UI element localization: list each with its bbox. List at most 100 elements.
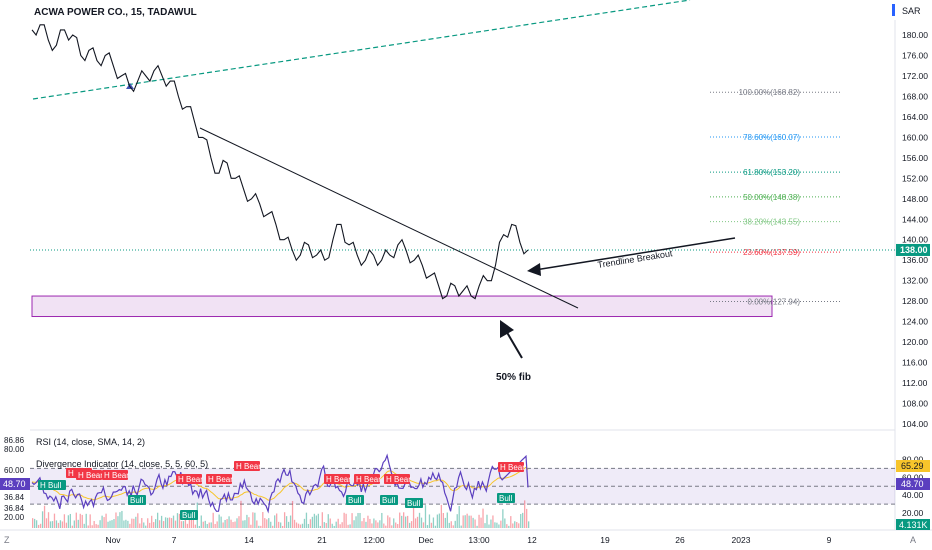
volume-bar (381, 512, 383, 528)
fibonacci-retracement[interactable]: 100.00%(168.82) 78.60%(160.07) 61.80%(153.… (710, 88, 840, 306)
volume-bars (32, 499, 530, 528)
volume-bar (359, 512, 361, 528)
price-tick-label: 144.00 (902, 214, 928, 224)
volume-bar (297, 523, 300, 528)
volume-bar (178, 513, 181, 528)
price-tick-label: 168.00 (902, 91, 928, 101)
volume-bar (55, 520, 58, 528)
volume-bar (274, 515, 276, 528)
volume-bar (436, 514, 439, 528)
volume-bar (291, 500, 294, 528)
fib-level-label: 100.00%(168.82) (739, 88, 801, 97)
volume-bar (412, 499, 415, 528)
support-zone[interactable] (31, 295, 773, 318)
volume-bar (403, 512, 405, 528)
volume-bar (111, 520, 113, 528)
descending-trendline[interactable] (199, 127, 579, 309)
rsi-axis[interactable]: 80.00 60.00 40.00 20.00 (902, 454, 924, 518)
price-tick-label: 108.00 (902, 399, 928, 409)
volume-bar (49, 521, 52, 528)
long-trend-line[interactable] (32, 0, 691, 100)
price-axis[interactable]: 180.00 176.00 172.00 168.00 164.00 160.00 156.… (902, 30, 928, 429)
fib-50-arrow[interactable] (500, 320, 523, 359)
auto-scale-icon[interactable]: A (910, 535, 916, 545)
volume-bar (168, 517, 171, 528)
volume-bar (416, 516, 419, 528)
time-tick-label: 12:00 (363, 535, 385, 545)
volume-bar (139, 523, 141, 528)
rsi-title[interactable]: RSI (14, close, SMA, 14, 2) (36, 437, 145, 447)
bull-tag (128, 495, 146, 505)
volume-bar (256, 520, 258, 528)
volume-bar (244, 520, 246, 528)
volume-bar (347, 524, 349, 528)
volume-bar (228, 516, 230, 528)
volume-bar (224, 519, 226, 528)
volume-bar (192, 519, 195, 528)
bear-tag (76, 470, 102, 480)
fib-level-label: 0.00%(127.94) (748, 297, 801, 306)
volume-bar (190, 516, 193, 528)
trendline-breakout-arrow[interactable] (527, 237, 736, 276)
volume-bar (321, 512, 323, 528)
price-tick-label: 112.00 (902, 378, 928, 388)
chart-title: ACWA POWER CO., 15, TADAWUL (34, 7, 197, 18)
volume-bar (166, 517, 169, 528)
volume-bar (454, 520, 456, 528)
price-tick-label: 172.00 (902, 71, 928, 81)
bear-tag-label: H Bear (236, 462, 261, 471)
price-tick-label: 132.00 (902, 276, 928, 286)
volume-bar (391, 525, 393, 528)
hbull-tag-label: H Bull (40, 481, 62, 490)
volume-bar (268, 518, 270, 528)
price-tick-label: 164.00 (902, 112, 928, 122)
volume-bar (238, 516, 240, 528)
volume-bar (448, 522, 450, 528)
time-tick-label: 12 (527, 535, 537, 545)
volume-bar (252, 512, 254, 528)
volume-bar (500, 520, 502, 528)
volume-bar (438, 513, 441, 528)
volume-bar (75, 512, 77, 528)
bull-tag-label: Bull (182, 511, 196, 520)
volume-bar (516, 522, 518, 528)
volume-bar (504, 518, 506, 528)
volume-bar (53, 513, 56, 528)
volume-bar (45, 518, 48, 528)
volume-bar (230, 519, 232, 528)
volume-bar (293, 519, 296, 528)
price-tick-label: 156.00 (902, 153, 928, 163)
fib-level-label: 78.60%(160.07) (743, 133, 800, 142)
volume-bar (51, 521, 54, 528)
volume-bar (113, 519, 115, 528)
zoom-reset-icon[interactable]: Z (4, 535, 10, 545)
volume-bar (77, 519, 79, 528)
volume-bar (361, 521, 363, 528)
scale-toggle-icon[interactable] (892, 4, 895, 16)
volume-bar (309, 519, 312, 528)
volume-bar (466, 513, 468, 528)
bull-tag (405, 498, 423, 508)
bear-tag (234, 461, 260, 471)
volume-bar (97, 524, 99, 528)
volume-bar (313, 513, 316, 528)
volume-bar (93, 521, 95, 528)
time-axis[interactable]: Nov 7 14 21 12:00 Dec 13:00 12 19 26 2023 9 (105, 535, 831, 545)
volume-bar (182, 521, 185, 528)
volume-bar (135, 516, 137, 528)
price-tick-label: 124.00 (902, 317, 928, 327)
volume-bar (353, 520, 355, 528)
rsi-left-label: 80.00 (4, 445, 25, 454)
rsi-current-value: 48.70 (901, 479, 924, 489)
time-tick-label: 9 (827, 535, 832, 545)
volume-bar (260, 525, 262, 528)
volume-bar (389, 517, 391, 528)
rsi-line (31, 453, 529, 514)
volume-bar (526, 508, 528, 528)
divergence-title[interactable]: Divergence Indicator (14, close, 5, 5, 6… (36, 459, 208, 469)
time-tick-label: 13:00 (468, 535, 490, 545)
volume-bar (456, 514, 458, 528)
volume-bar (276, 513, 278, 528)
